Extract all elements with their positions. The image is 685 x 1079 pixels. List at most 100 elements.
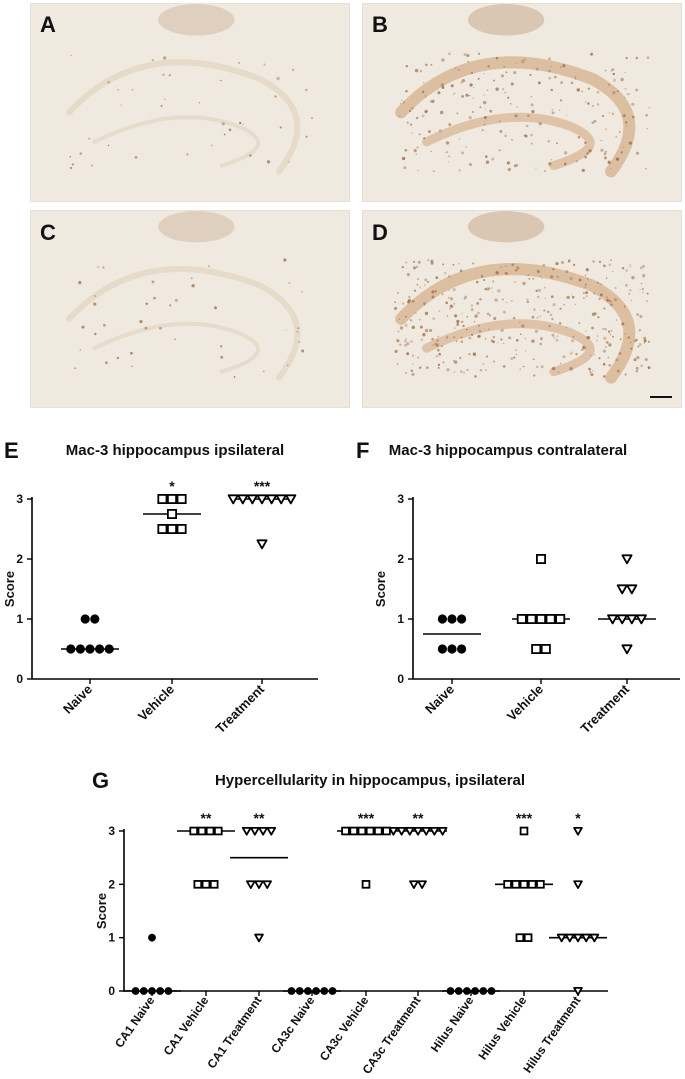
stain-speck — [521, 60, 525, 64]
stain-speck — [516, 266, 519, 269]
stain-speck — [609, 303, 613, 307]
stain-speck — [511, 263, 515, 267]
y-tick-label: 2 — [108, 877, 115, 891]
stain-speck — [584, 141, 587, 145]
stain-speck — [418, 133, 421, 136]
stain-speck — [599, 293, 603, 297]
x-category-label: CA3c Vehicle — [317, 993, 372, 1063]
stain-speck — [466, 54, 470, 57]
stain-speck — [565, 270, 569, 274]
stain-speck — [402, 302, 405, 305]
stain-speck — [399, 115, 401, 117]
stain-speck — [479, 297, 482, 301]
stain-speck — [514, 281, 516, 283]
stain-speck — [412, 260, 416, 264]
data-point — [176, 524, 187, 535]
stain-speck — [474, 375, 477, 378]
stain-speck — [512, 316, 516, 320]
stain-speck — [508, 336, 512, 340]
stain-speck — [628, 292, 631, 295]
stain-speck — [553, 75, 557, 79]
stain-speck — [417, 278, 420, 280]
stain-speck — [460, 81, 463, 84]
stain-speck — [610, 329, 613, 332]
stain-speck — [117, 89, 119, 91]
stain-speck — [287, 364, 289, 367]
stain-speck — [473, 320, 476, 323]
stain-speck — [559, 109, 561, 111]
stain-speck — [495, 87, 499, 91]
stain-speck — [612, 91, 616, 95]
stain-speck — [559, 66, 562, 69]
stain-speck — [635, 88, 638, 92]
stain-speck — [425, 63, 428, 67]
stain-speck — [484, 288, 487, 291]
stain-speck — [435, 276, 439, 280]
stain-speck — [638, 329, 642, 332]
stain-speck — [569, 367, 573, 371]
stain-speck — [603, 336, 607, 341]
stain-speck — [491, 157, 495, 161]
stain-speck — [402, 101, 406, 104]
data-point — [388, 826, 399, 836]
data-point — [361, 880, 371, 889]
stain-speck — [292, 68, 295, 71]
stain-speck — [534, 329, 539, 334]
panel-label-e: E — [4, 438, 19, 463]
stain-speck — [418, 366, 422, 369]
stain-speck — [647, 340, 650, 343]
stain-speck — [640, 282, 643, 285]
data-point — [447, 644, 457, 654]
stain-speck — [393, 307, 397, 311]
stain-speck — [93, 302, 97, 306]
stain-speck — [539, 315, 542, 317]
stain-speck — [640, 364, 643, 367]
data-point — [573, 933, 583, 943]
stain-speck — [301, 349, 305, 353]
stain-speck — [441, 345, 443, 348]
stain-speck — [429, 329, 433, 332]
stain-speck — [625, 57, 628, 60]
stain-speck — [70, 54, 72, 57]
stain-speck — [498, 149, 501, 152]
stain-speck — [506, 301, 508, 304]
stain-speck — [548, 162, 552, 166]
y-axis-label: Score — [2, 571, 17, 607]
stain-speck — [526, 300, 529, 303]
data-point — [404, 826, 415, 836]
stain-speck — [642, 273, 646, 277]
data-point — [201, 880, 211, 889]
micrograph-d — [362, 210, 682, 408]
data-point — [357, 826, 367, 836]
data-point — [540, 644, 551, 655]
stain-speck — [616, 90, 619, 93]
hippocampal-layer — [395, 263, 636, 384]
data-point — [616, 614, 628, 625]
stain-speck — [578, 278, 582, 282]
cortex-stain — [158, 211, 235, 243]
stain-speck — [446, 368, 450, 372]
data-point — [250, 826, 260, 836]
data-point — [536, 880, 545, 889]
stain-speck — [279, 126, 282, 129]
stain-speck — [483, 72, 485, 75]
stain-speck — [625, 125, 627, 127]
stain-speck — [396, 362, 399, 366]
data-point — [479, 987, 488, 995]
y-tick-label: 2 — [16, 552, 23, 566]
stain-speck — [462, 324, 465, 328]
stain-speck — [162, 73, 165, 76]
stain-speck — [608, 112, 610, 114]
stain-speck — [643, 339, 647, 343]
stain-speck — [424, 278, 428, 282]
y-axis-label: Score — [94, 893, 109, 929]
stain-speck — [424, 311, 429, 316]
stain-speck — [596, 335, 599, 337]
hippocampal-layer — [66, 266, 301, 381]
stain-speck — [79, 349, 82, 351]
data-point — [95, 644, 105, 654]
data-point — [85, 644, 95, 654]
stain-speck — [477, 324, 480, 327]
stain-speck — [609, 300, 612, 303]
stain-speck — [465, 93, 469, 97]
